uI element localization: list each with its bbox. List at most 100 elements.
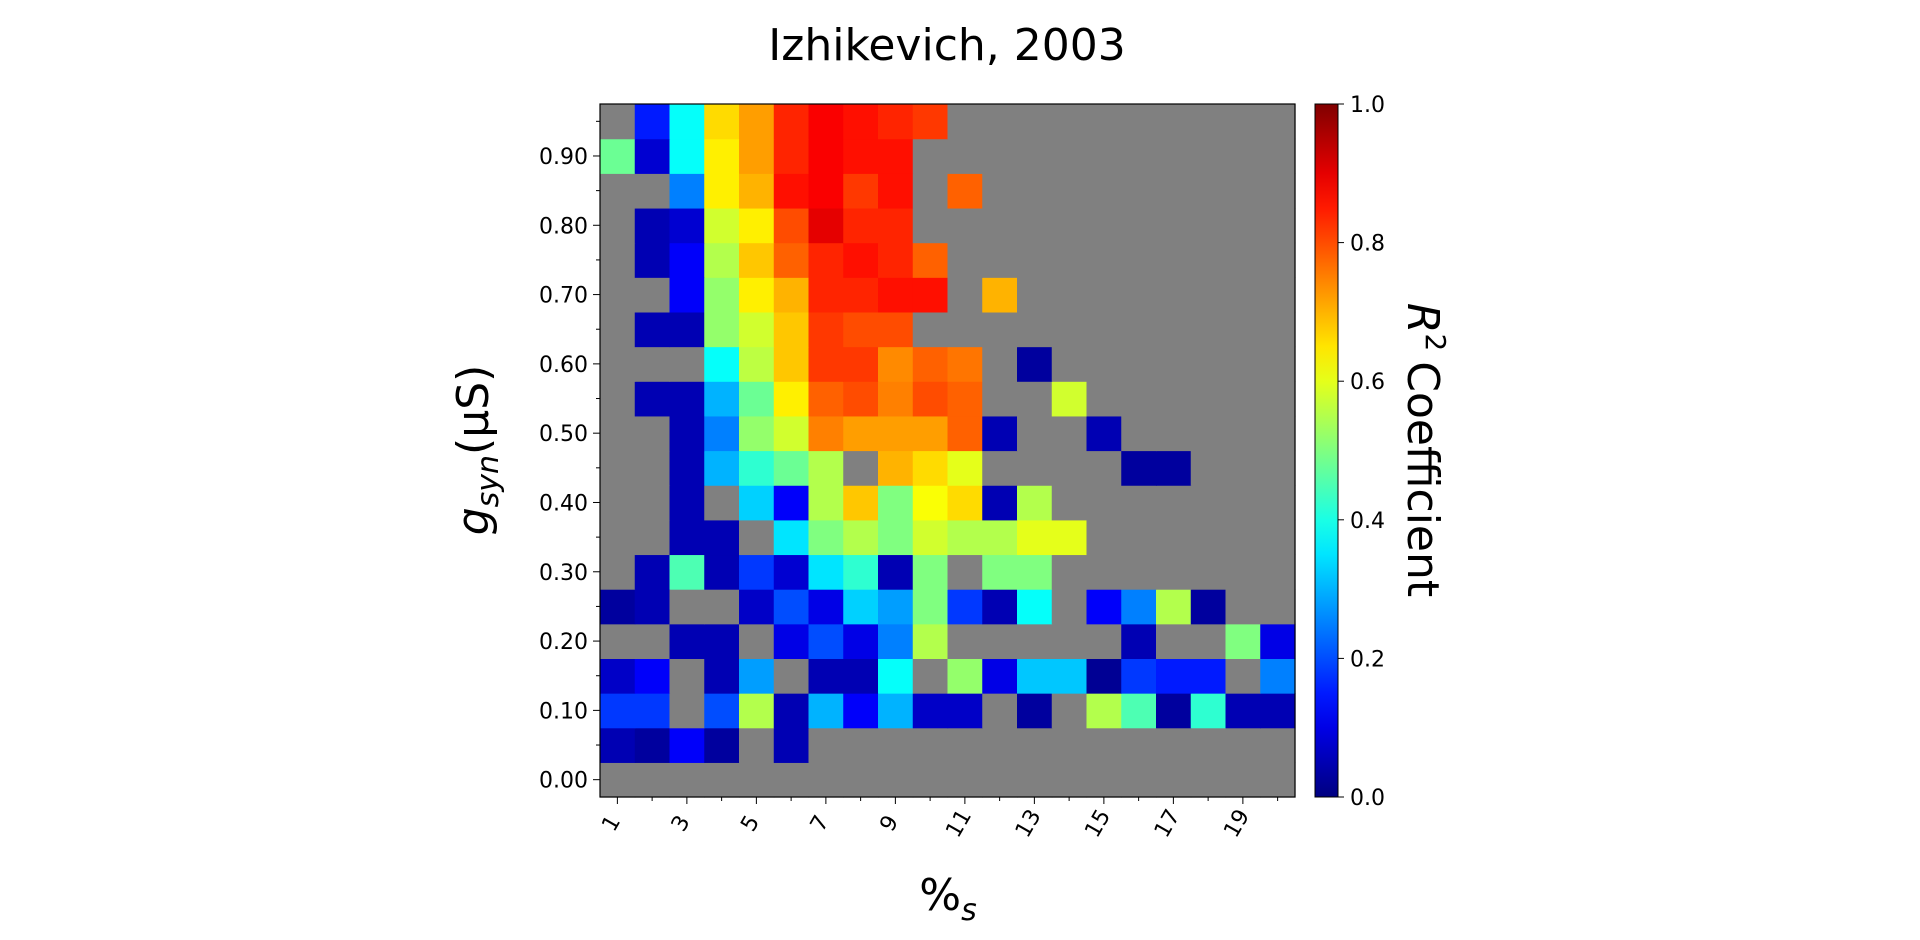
y-axis-label-subscript: syn: [471, 455, 506, 507]
heatmap-cell: [982, 658, 1018, 694]
heatmap-cell: [1017, 242, 1053, 278]
heatmap-cell: [912, 450, 949, 486]
x-tick-label: 15: [1080, 805, 1116, 842]
heatmap-cell: [982, 762, 1018, 798]
heatmap-cell: [947, 589, 983, 625]
heatmap-cell: [808, 485, 844, 521]
heatmap-cell: [1190, 589, 1227, 625]
heatmap-cell: [1051, 311, 1088, 348]
heatmap-cell: [1051, 381, 1088, 417]
heatmap-cell: [843, 519, 879, 556]
heatmap-cell: [912, 138, 949, 174]
heatmap-cell: [669, 485, 705, 521]
heatmap-cell: [1017, 693, 1053, 729]
heatmap-cell: [600, 554, 636, 590]
heatmap-cell: [1260, 173, 1296, 209]
x-tick-label: 5: [736, 811, 765, 836]
heatmap-cell: [878, 207, 914, 244]
x-axis: 1 3 5 7 9 11 13 15 17 19: [597, 797, 1279, 842]
heatmap-cell: [1086, 589, 1122, 625]
heatmap-cell: [1156, 693, 1192, 729]
y-tick-label: 0.30: [539, 561, 588, 586]
heatmap-cell: [878, 277, 914, 313]
heatmap-cell: [1121, 207, 1157, 244]
heatmap-cell: [739, 173, 775, 209]
heatmap-cell: [1051, 554, 1088, 590]
heatmap-cell: [947, 242, 983, 278]
heatmap-cell: [634, 138, 671, 174]
heatmap-cell: [982, 311, 1018, 348]
heatmap-cell: [1121, 173, 1157, 209]
heatmap-cell: [1121, 311, 1157, 348]
y-axis-label-unit: (μS): [448, 365, 499, 455]
heatmap-cell: [808, 727, 844, 763]
heatmap-cell: [739, 242, 775, 278]
heatmap-cell: [843, 762, 879, 798]
heatmap-cell: [669, 623, 705, 659]
heatmap-cell: [1156, 277, 1192, 313]
heatmap-cell: [1051, 693, 1088, 729]
heatmap-cell: [878, 173, 914, 209]
heatmap-cell: [669, 104, 705, 140]
heatmap-cell: [1121, 242, 1157, 278]
heatmap-cell: [982, 519, 1018, 556]
heatmap-cell: [739, 415, 775, 452]
heatmap-cell: [1190, 623, 1227, 659]
heatmap-cell: [773, 623, 810, 659]
y-axis-label: gsyn(μS): [448, 365, 506, 536]
heatmap-cell: [1260, 762, 1296, 798]
heatmap-cell: [1017, 589, 1053, 625]
heatmap-cell: [1017, 554, 1053, 590]
heatmap-cell: [773, 381, 810, 417]
heatmap-cell: [704, 242, 740, 278]
heatmap-cell: [843, 693, 879, 729]
heatmap-cell: [1190, 450, 1227, 486]
heatmap-cell: [773, 554, 810, 590]
heatmap-cell: [634, 589, 671, 625]
heatmap-cell: [947, 623, 983, 659]
colorbar-label-math: R: [1397, 303, 1448, 334]
heatmap-cell: [912, 693, 949, 729]
heatmap-cell: [773, 519, 810, 556]
heatmap-cell: [1225, 762, 1261, 798]
heatmap-cell: [773, 311, 810, 348]
heatmap-cell: [982, 277, 1018, 313]
x-axis-label-subscript: s: [961, 893, 977, 928]
heatmap-cell: [669, 277, 705, 313]
heatmap-cell: [808, 415, 844, 452]
heatmap-cell: [1156, 658, 1192, 694]
heatmap-cell: [773, 693, 810, 729]
heatmap-cell: [912, 623, 949, 659]
heatmap-cell: [1190, 485, 1227, 521]
colorbar-tick-label: 0.6: [1350, 370, 1385, 395]
heatmap-cell: [982, 623, 1018, 659]
heatmap-cell: [808, 623, 844, 659]
heatmap-cell: [1121, 381, 1157, 417]
heatmap-cell: [600, 173, 636, 209]
heatmap-cell: [1225, 346, 1261, 382]
heatmap-cell: [634, 173, 671, 209]
heatmap-cell: [982, 138, 1018, 174]
heatmap-cell: [704, 277, 740, 313]
heatmap-cell: [878, 658, 914, 694]
heatmap-cell: [669, 589, 705, 625]
heatmap-cell: [739, 727, 775, 763]
heatmap-cell: [808, 381, 844, 417]
heatmap-cell: [912, 242, 949, 278]
heatmap-cell: [843, 381, 879, 417]
x-tick-label: 9: [875, 811, 904, 836]
heatmap-cell: [600, 104, 636, 140]
heatmap-cell: [878, 242, 914, 278]
heatmap-cell: [1190, 138, 1227, 174]
heatmap-cell: [1190, 104, 1227, 140]
colorbar-tick-label: 0.2: [1350, 647, 1385, 672]
heatmap-cell: [878, 311, 914, 348]
heatmap-cell: [1156, 415, 1192, 452]
heatmap-cell: [1190, 415, 1227, 452]
heatmap-cell: [1225, 104, 1261, 140]
heatmap-cell: [843, 104, 879, 140]
heatmap-cell: [982, 554, 1018, 590]
heatmap-cell: [669, 450, 705, 486]
heatmap-cell: [634, 727, 671, 763]
heatmap-cell: [878, 485, 914, 521]
